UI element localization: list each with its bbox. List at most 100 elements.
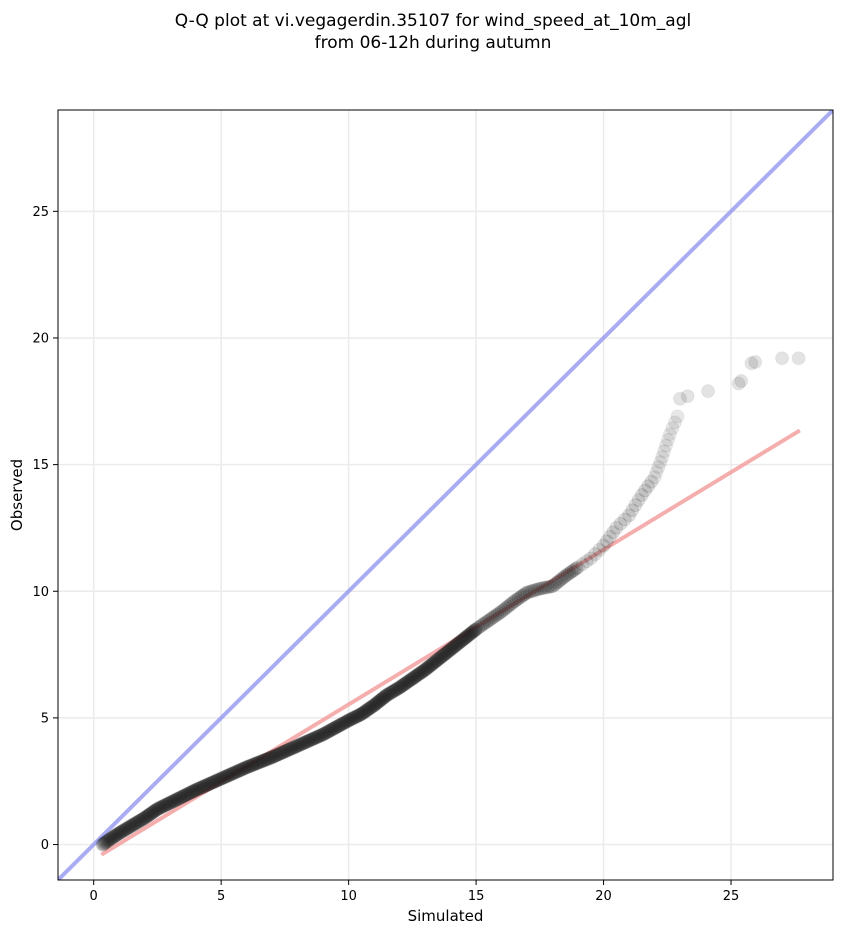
data-point [498, 601, 513, 616]
chart-title-line-1: Q-Q plot at vi.vegagerdin.35107 for wind… [174, 11, 692, 31]
data-point [306, 731, 321, 746]
data-point [96, 836, 111, 851]
y-tick-label: 25 [32, 205, 49, 220]
data-point-outlier [748, 355, 763, 370]
data-point [444, 641, 459, 656]
data-point [212, 772, 227, 787]
data-point [215, 771, 230, 786]
data-point [479, 614, 494, 629]
data-point [492, 605, 507, 620]
data-point [468, 623, 483, 638]
data-point [273, 746, 288, 761]
data-point [606, 525, 621, 540]
data-point [334, 717, 349, 732]
data-point [450, 636, 465, 651]
data-point [373, 692, 388, 707]
data-point [391, 681, 406, 696]
data-point [385, 684, 400, 699]
data-point [551, 574, 566, 589]
data-point [214, 771, 229, 786]
data-point [622, 508, 637, 523]
data-point [352, 708, 367, 723]
data-point [211, 772, 226, 787]
data-point [393, 679, 408, 694]
data-point [112, 826, 127, 841]
data-point [254, 754, 269, 769]
data-point [338, 715, 353, 730]
data-point [558, 569, 573, 584]
data-point [206, 774, 221, 789]
data-point [660, 432, 675, 447]
data-point [483, 611, 498, 626]
x-tick-label: 20 [595, 889, 612, 904]
data-point [283, 742, 298, 757]
data-point [357, 704, 372, 719]
x-axis-label: Simulated [408, 907, 484, 925]
data-point [439, 645, 454, 660]
data-point [284, 741, 299, 756]
data-point [437, 647, 452, 662]
data-point [375, 691, 390, 706]
data-point [515, 588, 530, 603]
data-point [167, 793, 182, 808]
data-point [564, 564, 579, 579]
data-point [362, 701, 377, 716]
data-point [290, 738, 305, 753]
data-point [467, 623, 482, 638]
data-point [471, 620, 486, 635]
data-point [145, 805, 160, 820]
data-point [156, 799, 171, 814]
data-point [454, 633, 469, 648]
data-point [121, 820, 136, 835]
data-point [106, 829, 121, 844]
data-point [116, 823, 131, 838]
data-point [166, 794, 181, 809]
data-point [228, 765, 243, 780]
data-point [419, 661, 434, 676]
data-point [360, 702, 375, 717]
data-point [670, 409, 685, 424]
data-point [376, 690, 391, 705]
data-point [291, 738, 306, 753]
data-point [293, 737, 308, 752]
data-point [353, 707, 368, 722]
chart-title-line-2: from 06-12h during autumn [314, 33, 552, 53]
data-point [262, 751, 277, 766]
data-point [381, 687, 396, 702]
data-point [367, 698, 382, 713]
data-point [532, 581, 547, 596]
data-point [137, 810, 152, 825]
data-point [237, 761, 252, 776]
data-point [473, 619, 488, 634]
data-point [148, 803, 163, 818]
data-point [312, 728, 327, 743]
data-point [407, 670, 422, 685]
data-point [366, 698, 381, 713]
data-point [653, 455, 668, 470]
data-point [466, 624, 481, 639]
data-point [455, 632, 470, 647]
identity-line [58, 110, 833, 880]
data-point [488, 608, 503, 623]
data-point [115, 824, 130, 839]
data-point [267, 749, 282, 764]
data-point [271, 747, 286, 762]
data-point [378, 688, 393, 703]
data-point [108, 828, 123, 843]
data-point [216, 770, 231, 785]
data-point [522, 584, 537, 599]
data-point [644, 474, 659, 489]
data-point [246, 757, 261, 772]
data-point [443, 642, 458, 657]
data-point [248, 756, 263, 771]
x-tick-label: 15 [468, 889, 485, 904]
data-point [173, 790, 188, 805]
data-point [100, 834, 115, 849]
grid-lines [58, 110, 833, 880]
data-point [609, 520, 624, 535]
data-point-outlier [673, 391, 688, 406]
data-point [199, 778, 214, 793]
data-point [274, 745, 289, 760]
x-tick-label: 0 [90, 889, 98, 904]
